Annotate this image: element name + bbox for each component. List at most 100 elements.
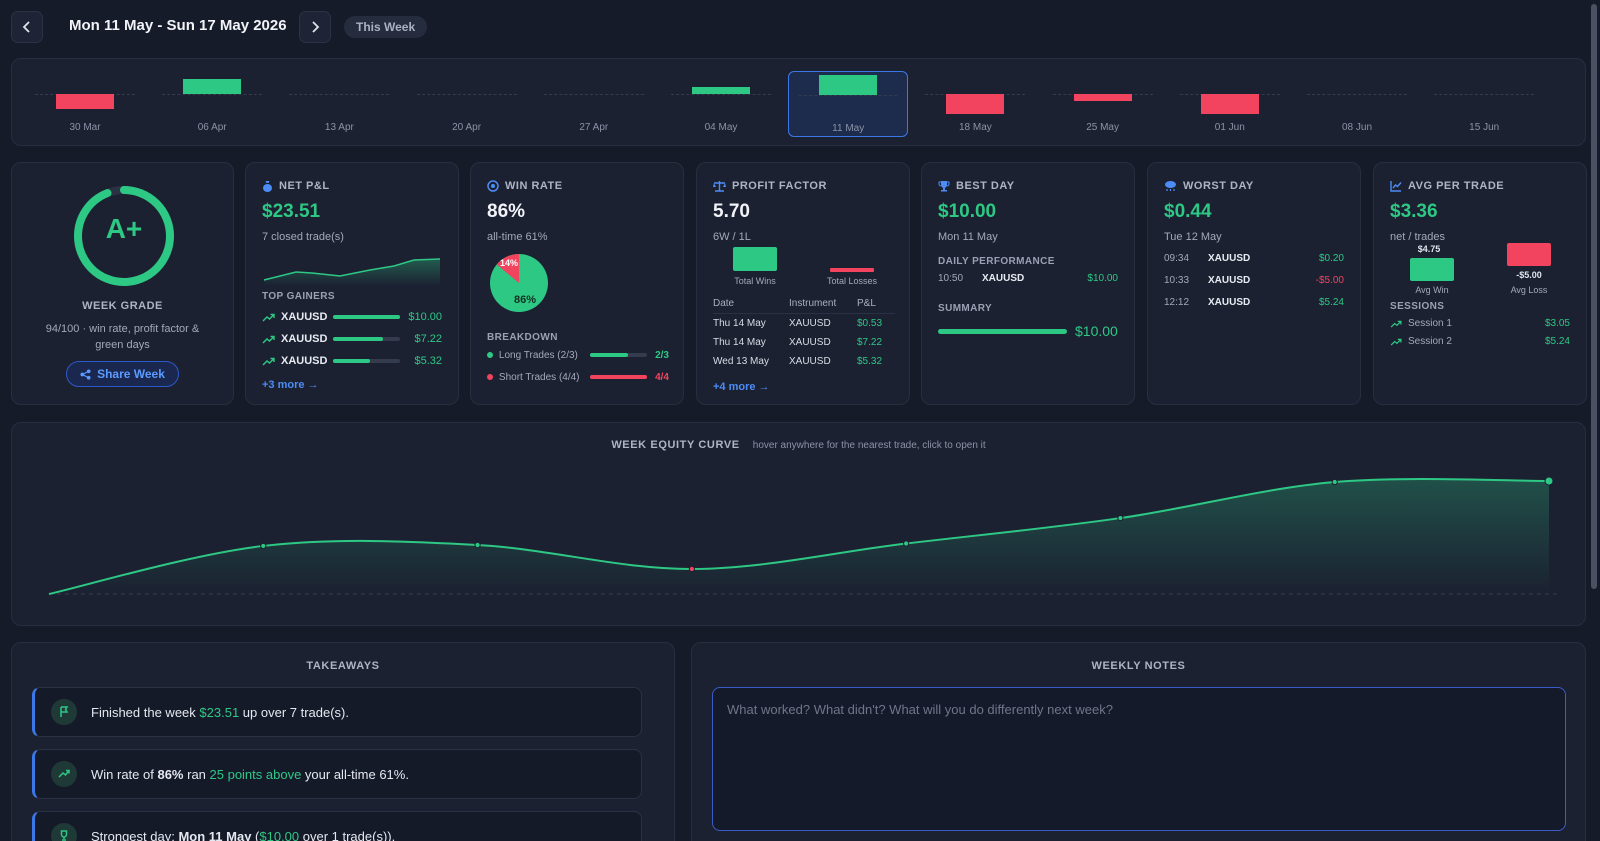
equity-trade-point[interactable] <box>1117 514 1124 522</box>
table-row[interactable]: Thu 14 May XAUUSD $7.22 <box>713 333 895 352</box>
this-week-button[interactable]: This Week <box>344 16 428 38</box>
takeaway-icon-badge <box>51 699 77 725</box>
trade-time: 10:33 <box>1164 275 1190 286</box>
week-column[interactable]: 25 May <box>1043 71 1163 137</box>
best-day-trade-row[interactable]: 10:50 XAUUSD $10.00 <box>938 273 1118 284</box>
gainer-bar-track <box>333 315 400 319</box>
trophy-icon <box>60 830 68 841</box>
week-column[interactable]: 04 May <box>661 71 781 137</box>
equity-trade-point[interactable] <box>1331 478 1338 486</box>
week-column[interactable]: 30 Mar <box>25 71 145 137</box>
gainer-value: $5.32 <box>414 355 442 367</box>
session-name: Session 2 <box>1408 336 1452 347</box>
equity-trade-point[interactable] <box>1544 476 1554 486</box>
best-day-value: $10.00 <box>938 201 997 222</box>
win-rate-card: WIN RATE 86% all-time 61% 14% 86% BREAKD… <box>470 162 684 405</box>
takeaway-icon-badge <box>51 823 77 841</box>
week-column[interactable]: 13 Apr <box>279 71 399 137</box>
trending-up-icon <box>262 313 275 321</box>
equity-trade-point[interactable] <box>903 540 910 547</box>
top-gainer-row[interactable]: XAUUSD $7.22 <box>262 331 442 347</box>
grade-letter: A+ <box>105 213 143 244</box>
flag-icon <box>60 706 69 717</box>
cloud-rain-icon <box>1165 181 1176 191</box>
worst-day-trade-row[interactable]: 09:34 XAUUSD $0.20 <box>1164 253 1344 264</box>
grade-description: 94/100 · win rate, profit factor & green… <box>45 323 200 351</box>
summary-value: $10.00 <box>1075 323 1118 339</box>
week-column[interactable]: 15 Jun <box>1424 71 1544 137</box>
week-baseline <box>1434 94 1535 95</box>
summary-bar <box>938 329 1067 334</box>
gainer-symbol: XAUUSD <box>281 355 328 367</box>
equity-trade-point[interactable] <box>260 542 267 550</box>
week-column[interactable]: 18 May <box>915 71 1035 137</box>
trophy-icon <box>938 181 950 192</box>
total-losses-label: Total Losses <box>826 276 878 286</box>
grade-ring <box>74 186 174 286</box>
gainer-bar-track <box>333 359 400 363</box>
trending-up-icon <box>58 769 70 778</box>
session-row[interactable]: Session 1 $3.05 <box>1390 318 1570 329</box>
equity-curve-card[interactable]: WEEK EQUITY CURVE hover anywhere for the… <box>11 422 1586 626</box>
daily-performance-label: DAILY PERFORMANCE <box>938 256 1055 267</box>
takeaway-emphasis: Mon 11 May <box>178 828 252 841</box>
breakdown-label: Short Trades (4/4) <box>498 371 580 383</box>
week-column[interactable]: 27 Apr <box>534 71 654 137</box>
net-pnl-more-link[interactable]: +3 more → <box>262 379 319 391</box>
prev-week-button[interactable] <box>11 11 43 43</box>
worst-day-value: $0.44 <box>1164 201 1212 222</box>
top-gainer-row[interactable]: XAUUSD $10.00 <box>262 309 442 325</box>
trade-time: 09:34 <box>1164 253 1190 264</box>
money-bag-icon <box>263 181 272 192</box>
sessions-label: SESSIONS <box>1390 301 1445 312</box>
profit-factor-value: 5.70 <box>713 201 750 222</box>
worst-day-trade-row[interactable]: 12:12 XAUUSD $5.24 <box>1164 297 1344 308</box>
table-row[interactable]: Thu 14 May XAUUSD $0.53 <box>713 314 895 333</box>
best-day-title: BEST DAY <box>956 180 1015 192</box>
session-row[interactable]: Session 2 $5.24 <box>1390 336 1570 347</box>
weekly-notes-input[interactable] <box>712 687 1566 831</box>
worst-day-trade-row[interactable]: 10:33 XAUUSD -$5.00 <box>1164 275 1344 286</box>
week-column[interactable]: 08 Jun <box>1297 71 1417 137</box>
breakdown-dot <box>487 352 493 358</box>
trade-date: Wed 13 May <box>713 356 769 367</box>
column-header-pnl: P&L <box>857 298 876 309</box>
win-rate-pie <box>490 254 548 312</box>
week-strip: 30 Mar 06 Apr 13 Apr 20 Apr 27 Apr 04 May 11 M… <box>11 58 1586 146</box>
week-column[interactable]: 06 Apr <box>152 71 272 137</box>
profit-factor-subtitle: 6W / 1L <box>713 231 751 243</box>
breakdown-bar-fill <box>589 353 629 357</box>
gainer-symbol: XAUUSD <box>281 311 328 323</box>
avg-loss-label: Avg Loss <box>1510 285 1548 295</box>
equity-curve-chart[interactable] <box>12 423 1585 625</box>
equity-trade-point[interactable] <box>688 565 695 573</box>
week-column[interactable]: 20 Apr <box>407 71 527 137</box>
net-pnl-value: $23.51 <box>262 201 321 222</box>
week-column[interactable]: 01 Jun <box>1170 71 1290 137</box>
week-label: 27 Apr <box>579 122 609 133</box>
trade-instrument: XAUUSD <box>789 318 831 329</box>
column-header-date: Date <box>713 298 735 309</box>
week-label: 30 Mar <box>69 122 101 133</box>
equity-trade-point[interactable] <box>474 541 481 549</box>
trade-symbol: XAUUSD <box>982 273 1025 284</box>
takeaway-highlight: 25 points above <box>209 766 302 782</box>
profit-factor-more-link[interactable]: +4 more → <box>713 381 770 393</box>
page-scrollbar[interactable] <box>1591 4 1597 589</box>
grade-title: WEEK GRADE <box>82 300 163 312</box>
total-wins-label: Total Wins <box>734 276 776 286</box>
week-pnl-bar <box>183 79 242 94</box>
trade-time: 12:12 <box>1164 297 1190 308</box>
net-pnl-card: NET P&L $23.51 7 closed trade(s) TOP GAI… <box>245 162 459 405</box>
week-label: 20 Apr <box>452 122 482 133</box>
pie-loss-label: 14% <box>500 258 519 268</box>
next-week-button[interactable] <box>299 11 331 43</box>
table-row[interactable]: Wed 13 May XAUUSD $5.32 <box>713 352 895 371</box>
takeaway-item: Strongest day: Mon 11 May ($10.00 over 1… <box>32 811 642 841</box>
top-gainer-row[interactable]: XAUUSD $5.32 <box>262 353 442 369</box>
week-label: 04 May <box>704 122 738 133</box>
trade-pnl: $7.22 <box>857 337 883 348</box>
avg-per-trade-title: AVG PER TRADE <box>1408 180 1505 192</box>
share-week-button[interactable]: Share Week <box>66 361 179 387</box>
week-column[interactable]: 11 May <box>788 71 909 137</box>
